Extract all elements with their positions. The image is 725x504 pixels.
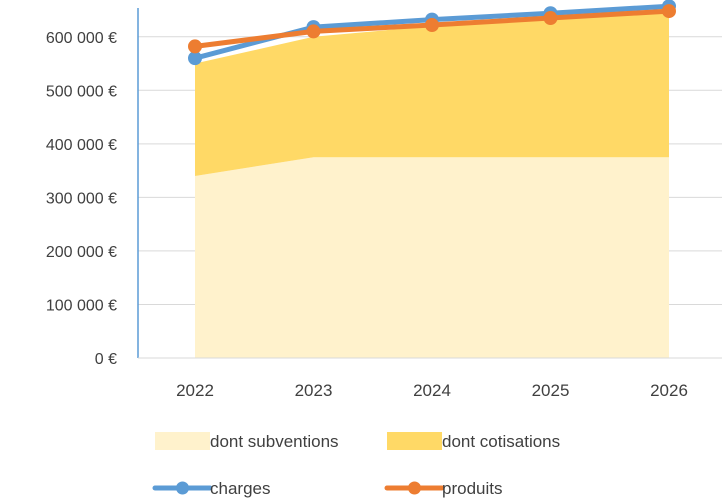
legend: dont subventions dont cotisations charges p… — [152, 432, 560, 498]
area-series-1 — [195, 157, 669, 358]
x-tick-label: 2022 — [176, 381, 214, 400]
y-tick-label: 0 € — [95, 351, 117, 368]
line-marker-2 — [425, 17, 439, 32]
x-tick-labels: 2022 2023 2024 2025 2026 — [176, 381, 688, 400]
legend-label: produits — [442, 479, 502, 498]
line-marker-2 — [306, 24, 321, 39]
series-lines — [188, 0, 676, 66]
x-tick-label: 2023 — [295, 381, 333, 400]
line-marker-2 — [662, 4, 676, 19]
axes — [137, 8, 722, 359]
line-marker-2 — [188, 39, 202, 54]
legend-marker — [408, 481, 421, 495]
y-tick-label: 200 000 € — [46, 244, 117, 261]
legend-swatch — [155, 432, 210, 450]
line-marker-2 — [543, 11, 558, 26]
y-tick-label: 100 000 € — [46, 297, 117, 314]
x-tick-label: 2026 — [650, 381, 688, 400]
legend-marker — [176, 481, 189, 495]
x-tick-label: 2025 — [532, 381, 570, 400]
line-marker-1 — [188, 51, 202, 66]
y-tick-label: 500 000 € — [46, 83, 117, 100]
area-series-2 — [195, 11, 669, 176]
y-tick-label: 400 000 € — [46, 137, 117, 154]
y-tick-label: 600 000 € — [46, 30, 117, 47]
y-tick-label: 300 000 € — [46, 190, 117, 207]
legend-label: charges — [210, 479, 270, 498]
legend-label: dont cotisations — [442, 432, 560, 451]
y-tick-labels: 0 € 100 000 € 200 000 € 300 000 € 400 000 € 5… — [46, 30, 117, 368]
legend-label: dont subventions — [210, 432, 339, 451]
x-tick-label: 2024 — [413, 381, 451, 400]
legend-swatch — [387, 432, 442, 450]
stacked-areas — [195, 11, 669, 358]
